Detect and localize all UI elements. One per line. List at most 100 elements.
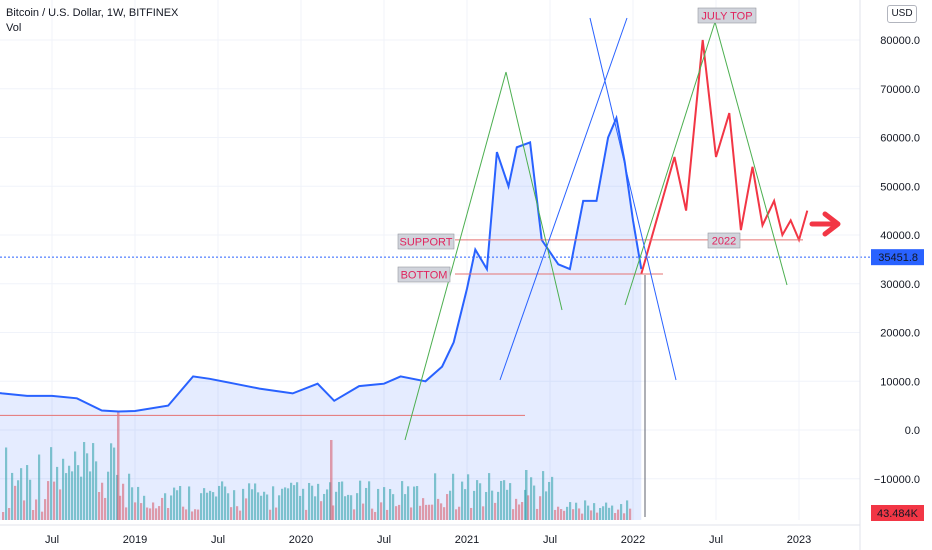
volume-bar [53,481,56,520]
volume-bar [47,481,50,520]
volume-bar [344,496,347,520]
volume-bar [491,490,494,520]
volume-bar [5,447,8,520]
volume-bar [215,496,218,520]
volume-bar [143,495,146,520]
volume-bar [35,499,38,520]
volume-bar [14,485,17,520]
volume-bar [117,412,120,520]
volume-bar [308,482,311,520]
volume-bar [203,488,206,520]
volume-bar [395,506,398,520]
volume-bar [341,481,344,520]
y-tick-label: 40000.0 [880,230,920,242]
volume-bar [512,509,515,520]
x-tick-label: 2022 [621,534,645,546]
trend-line-green [404,71,507,441]
volume-bar [560,509,563,520]
volume-bar [596,512,599,520]
volume-bar [86,453,89,520]
volume-bar [185,509,188,520]
volume-bar [200,493,203,520]
volume-bar [251,489,254,520]
volume-bar [17,480,20,520]
y-tick-label: −10000.0 [874,474,920,486]
trend-line-green [624,21,716,306]
volume-bar [134,502,137,520]
volume-bar [542,471,545,520]
x-tick-label: Jul [709,534,723,546]
volume-bar [74,451,77,520]
volume-bar [536,508,539,520]
volume-bar [212,492,215,520]
volume-bar [365,487,368,520]
symbol-title[interactable]: Bitcoin / U.S. Dollar, 1W, BITFINEX [6,7,179,19]
volume-bar [419,505,422,520]
y-tick-label: 70000.0 [880,84,920,96]
volume-bar [455,509,458,520]
trend-line-blue [589,17,677,381]
volume-bar [614,513,617,520]
volume-bar [155,508,158,520]
volume-bar [434,473,437,520]
volume-bar [299,495,302,520]
volume-bar [575,502,578,520]
volume-bar [254,483,257,520]
volume-bar [80,476,83,520]
volume-bar [290,482,293,520]
volume-bar [23,500,26,520]
volume-bar [527,495,530,520]
x-tick-label: 2021 [455,534,479,546]
volume-bar [158,506,161,520]
volume-bar [389,488,392,520]
volume-bar [125,507,128,520]
volume-bar [617,509,620,520]
x-tick-label: Jul [211,534,225,546]
volume-bar [509,483,512,520]
volume-bar [146,507,149,520]
volume-bar [413,486,416,520]
volume-bar [266,494,269,520]
volume-bar [242,488,245,520]
volume-bar [11,472,14,520]
volume-bar [284,487,287,520]
volume-bar [65,473,68,520]
volume-bar [407,486,410,520]
volume-bar [122,483,125,520]
arrow-right-icon-head [822,211,841,237]
volume-bar [257,492,260,520]
bottom-label-box [397,266,451,283]
volume-bar [551,476,554,520]
volume-bar [179,486,182,520]
volume-bar [269,509,272,520]
volume-bar [380,502,383,520]
volume-bar [206,492,209,520]
volume-bar [410,507,413,520]
july-top-label: JULY TOP [701,11,752,23]
currency-button[interactable]: USD [887,5,917,23]
volume-bar [119,495,122,520]
volume-bar [557,506,560,520]
volume-bar [305,509,308,520]
volume-bar [473,490,476,520]
volume-bar [248,483,251,520]
volume-bar [362,503,365,520]
volume-bar [8,507,11,520]
volume-bar [608,507,611,520]
y-tick-label: 20000.0 [880,328,920,340]
volume-bar [353,509,356,520]
volume-bar [629,508,632,520]
volume-bar [338,481,341,520]
volume-bar [224,486,227,520]
volume-indicator-label[interactable]: Vol [6,22,22,34]
volume-bar [443,507,446,520]
volume-bar [209,490,212,520]
volume-bar [371,508,374,520]
volume-bar [83,442,86,520]
volume-bar [581,513,584,520]
volume-bar [599,507,602,520]
volume-bar [320,501,323,520]
volume-bar [605,502,608,520]
volume-bar [485,491,488,520]
volume-bar [548,481,551,520]
